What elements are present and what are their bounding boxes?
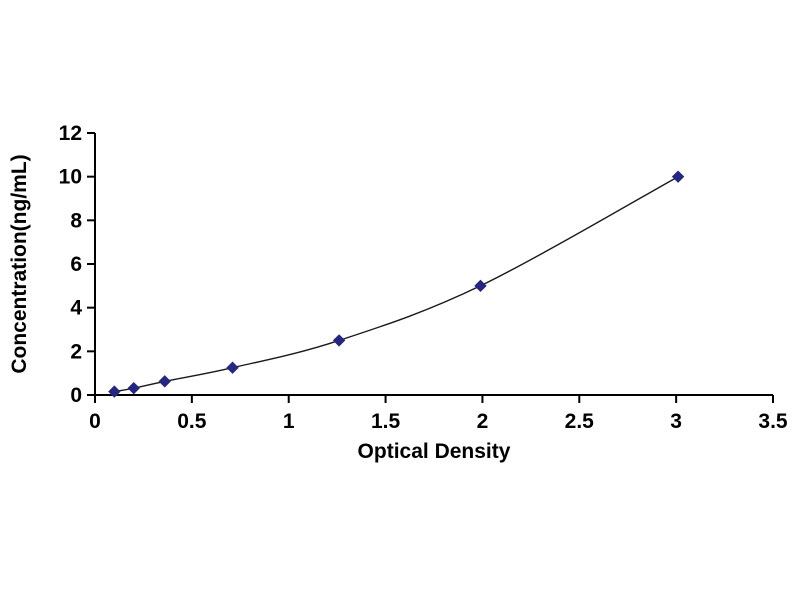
x-tick-label: 3.5: [758, 410, 788, 433]
data-point-marker: [108, 385, 121, 398]
data-point-marker: [671, 170, 685, 183]
y-tick-label: 2: [70, 340, 82, 363]
data-point-marker: [474, 279, 487, 293]
y-tick-label: 4: [70, 297, 82, 320]
series-line: [114, 176, 679, 393]
x-tick-label: 2.5: [565, 410, 595, 433]
y-tick-label: 10: [59, 166, 82, 189]
x-tick-label: 3: [670, 410, 682, 433]
x-tick-label: 1: [283, 410, 295, 433]
x-tick-label: 1.5: [371, 410, 401, 433]
y-tick-label: 6: [70, 253, 82, 276]
x-axis-title: Optical Density: [358, 440, 511, 463]
x-tick-label: 0: [89, 410, 101, 433]
x-tick-label: 0.5: [177, 410, 207, 433]
y-axis-title: Concentration(ng/mL): [8, 154, 31, 373]
y-tick-label: 12: [59, 122, 82, 145]
data-point-marker: [158, 375, 171, 388]
data-point-marker: [226, 361, 239, 374]
plot-layer: 0 0.5 1 1.5 2 2.5 3 3.5 0 2 4 6 8 10 12: [59, 122, 788, 433]
x-tick-label: 2: [477, 410, 489, 433]
y-tick-label: 0: [70, 384, 82, 407]
y-tick-label: 8: [70, 209, 82, 232]
data-point-marker: [127, 381, 140, 395]
data-point-marker: [332, 334, 346, 347]
